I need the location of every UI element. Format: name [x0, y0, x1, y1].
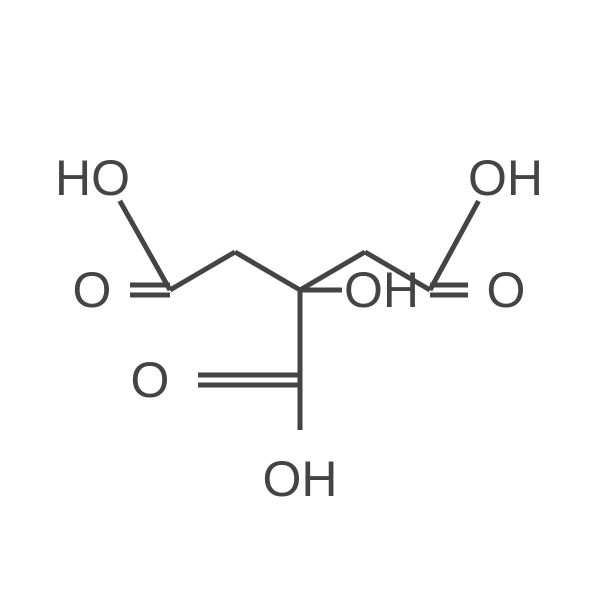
atom-label-l_O_dbl_R: O — [487, 262, 526, 318]
molecule-structure-svg: OHOOOHOHOOH — [0, 0, 600, 600]
atom-label-l_O_dbl_M: O — [131, 352, 170, 408]
bond-b4 — [120, 201, 170, 290]
bond-b3 — [130, 285, 170, 295]
atom-label-l_OH_ctr: OH — [344, 262, 419, 318]
atom-label-l_O_dbl_L: O — [73, 262, 112, 318]
atom-label-l_OH_R: OH — [468, 150, 543, 206]
atom-label-l_HO_L: HO — [55, 150, 130, 206]
bond-b8 — [430, 201, 479, 290]
bond-b2 — [170, 252, 235, 290]
bond-b11 — [198, 375, 300, 385]
bond-b1 — [235, 252, 300, 290]
atom-label-l_OH_M: OH — [263, 451, 338, 507]
bond-b7 — [430, 285, 468, 295]
